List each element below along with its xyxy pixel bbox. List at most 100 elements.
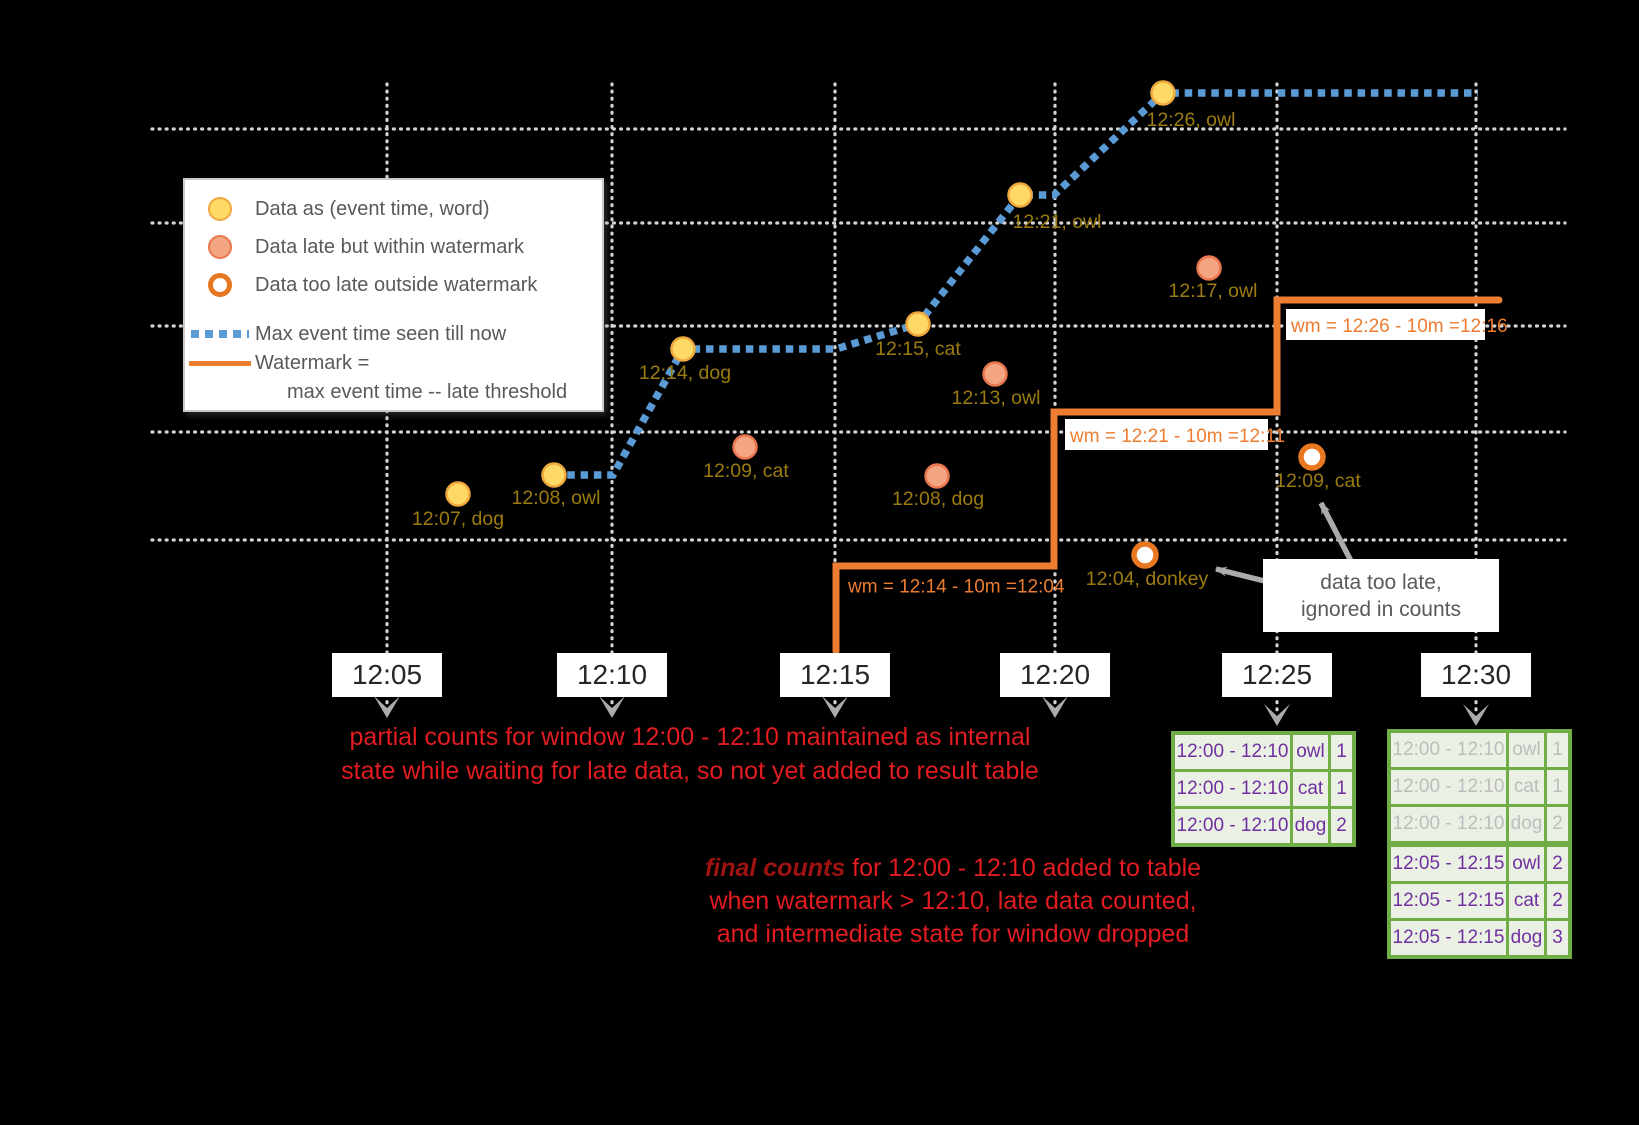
data-point-label: 12:13, owl xyxy=(952,387,1041,409)
table-cell: 12:05 - 12:15 xyxy=(1391,921,1506,955)
legend-item-label: Max event time seen till now xyxy=(255,322,507,345)
table-cell: 12:00 - 12:10 xyxy=(1391,807,1506,841)
data-point-label: 12:07, dog xyxy=(412,508,504,530)
data-point-late xyxy=(924,463,950,489)
ontime-point-icon xyxy=(208,197,232,221)
legend-swatch-col xyxy=(185,197,255,221)
data-point-ontime xyxy=(1007,182,1033,208)
table-cell: owl xyxy=(1293,735,1328,769)
table-cell: 2 xyxy=(1547,884,1568,918)
axis-arrow-down-icon xyxy=(599,696,625,718)
table-cell: 1 xyxy=(1331,735,1352,769)
final-counts-emphasis: final counts xyxy=(704,854,846,882)
legend-swatch-col xyxy=(185,360,255,366)
table-cell: 12:00 - 12:10 xyxy=(1391,733,1506,767)
table-cell: dog xyxy=(1509,807,1544,841)
annotation-line-rest: for 12:00 - 12:10 added to table xyxy=(845,854,1202,882)
data-point-ontime xyxy=(541,462,567,488)
data-point-label: 12:17, owl xyxy=(1169,280,1258,302)
data-point-late xyxy=(1196,255,1222,281)
table-cell: 12:00 - 12:10 xyxy=(1175,809,1290,843)
max-event-time-line xyxy=(554,89,1478,479)
axis-tick-label: 12:25 xyxy=(1242,659,1312,690)
annotation-line: partial counts for window 12:00 - 12:10 … xyxy=(349,723,1031,751)
data-point-label: 12:26, owl xyxy=(1147,109,1236,131)
table-row: 12:00 - 12:10 cat 1 xyxy=(1391,770,1568,804)
table-cell: cat xyxy=(1509,770,1544,804)
table-row: 12:00 - 12:10 owl 1 xyxy=(1175,735,1352,769)
too-late-callout-line: data too late, xyxy=(1320,570,1442,594)
data-point-label: 12:21, owl xyxy=(1013,211,1102,233)
table-cell: 1 xyxy=(1547,733,1568,767)
table-cell: cat xyxy=(1293,772,1328,806)
axis-tick-label: 12:05 xyxy=(352,659,422,690)
axis-arrow-down-icon xyxy=(1463,704,1489,726)
annotation-line: final counts for 12:00 - 12:10 added to … xyxy=(653,852,1253,885)
table-row: 12:05 - 12:15 owl 2 xyxy=(1391,847,1568,881)
table-cell: 12:05 - 12:15 xyxy=(1391,847,1506,881)
annotation-line: when watermark > 12:10, late data counte… xyxy=(709,887,1197,915)
legend-item-label: max event time -- late threshold xyxy=(287,380,568,403)
table-cell: 2 xyxy=(1331,809,1352,843)
axis-tick-box xyxy=(1222,653,1332,697)
table-cell: 12:00 - 12:10 xyxy=(1175,735,1290,769)
table-cell: 1 xyxy=(1331,772,1352,806)
legend-swatch-col xyxy=(185,235,255,259)
legend-row: Data late but within watermark xyxy=(185,229,524,265)
legend-item-label: Data as (event time, word) xyxy=(255,197,490,220)
data-point-label: 12:14, dog xyxy=(639,362,731,384)
data-point-late xyxy=(982,361,1008,387)
axis-tick-label: 12:10 xyxy=(577,659,647,690)
table-cell: 3 xyxy=(1547,921,1568,955)
axis-tick-box xyxy=(332,653,442,697)
legend-swatch-col xyxy=(185,330,255,338)
legend-row: Max event time seen till now xyxy=(185,316,506,352)
annotation-final-counts: final counts for 12:00 - 12:10 added to … xyxy=(653,852,1253,951)
too-late-callout: data too late, ignored in counts xyxy=(1263,559,1499,632)
axis-arrow-down-icon xyxy=(1042,696,1068,718)
result-table-1225: 12:00 - 12:10 owl 1 12:00 - 12:10 cat 1 12:00 … xyxy=(1171,731,1356,847)
legend-row: Data as (event time, word) xyxy=(185,191,490,227)
watermark-line xyxy=(832,296,1503,655)
data-point-ontime xyxy=(670,336,696,362)
axis-tick-label: 12:15 xyxy=(800,659,870,690)
data-point-ontime xyxy=(445,481,471,507)
data-point-label: 12:04, donkey xyxy=(1086,568,1209,590)
table-cell: 12:00 - 12:10 xyxy=(1391,770,1506,804)
axis-tick-label: 12:30 xyxy=(1441,659,1511,690)
axis-tick-label: 12:20 xyxy=(1020,659,1090,690)
axis-tick-box xyxy=(1421,653,1531,697)
watermark-label-bg xyxy=(1286,309,1485,340)
max-event-line-icon xyxy=(191,330,249,338)
legend-item-label: Data late but within watermark xyxy=(255,235,525,258)
too-late-callout-line: ignored in counts xyxy=(1301,597,1461,621)
watermark-label: wm = 12:26 - 10m =12:16 xyxy=(1290,316,1508,337)
table-row: 12:00 - 12:10 cat 1 xyxy=(1175,772,1352,806)
axis-arrow-down-icon xyxy=(374,696,400,718)
table-cell: 2 xyxy=(1547,847,1568,881)
watermark-line-icon xyxy=(189,360,251,366)
late-point-icon xyxy=(208,235,232,259)
table-cell: owl xyxy=(1509,733,1544,767)
table-cell: 12:00 - 12:10 xyxy=(1175,772,1290,806)
table-cell: cat xyxy=(1509,884,1544,918)
table-cell: 2 xyxy=(1547,807,1568,841)
data-point-label: 12:09, cat xyxy=(1275,470,1361,492)
data-point-label: 12:08, dog xyxy=(892,488,984,510)
data-point-ontime xyxy=(905,311,931,337)
watermark-label-bg xyxy=(1065,419,1268,450)
data-point-toolate xyxy=(1298,443,1326,471)
axis-arrow-down-icon xyxy=(822,696,848,718)
too-late-point-icon xyxy=(208,273,232,297)
annotation-partial-counts: partial counts for window 12:00 - 12:10 … xyxy=(310,720,1070,788)
watermark-label: wm = 12:14 - 10m =12:04 xyxy=(847,577,1065,598)
table-cell: 12:05 - 12:15 xyxy=(1391,884,1506,918)
axis-tick-box xyxy=(557,653,667,697)
legend-item-label: Watermark = xyxy=(255,351,370,374)
table-row: 12:00 - 12:10 dog 2 xyxy=(1175,809,1352,843)
annotation-line: and intermediate state for window droppe… xyxy=(716,920,1190,948)
legend-row: max event time -- late threshold xyxy=(185,374,567,410)
legend-row: Data too late outside watermark xyxy=(185,267,537,303)
table-cell: 1 xyxy=(1547,770,1568,804)
